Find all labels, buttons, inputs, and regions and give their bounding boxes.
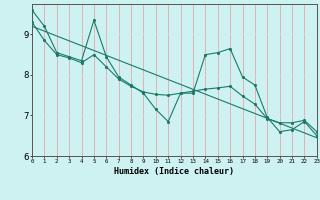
X-axis label: Humidex (Indice chaleur): Humidex (Indice chaleur) [115,167,234,176]
